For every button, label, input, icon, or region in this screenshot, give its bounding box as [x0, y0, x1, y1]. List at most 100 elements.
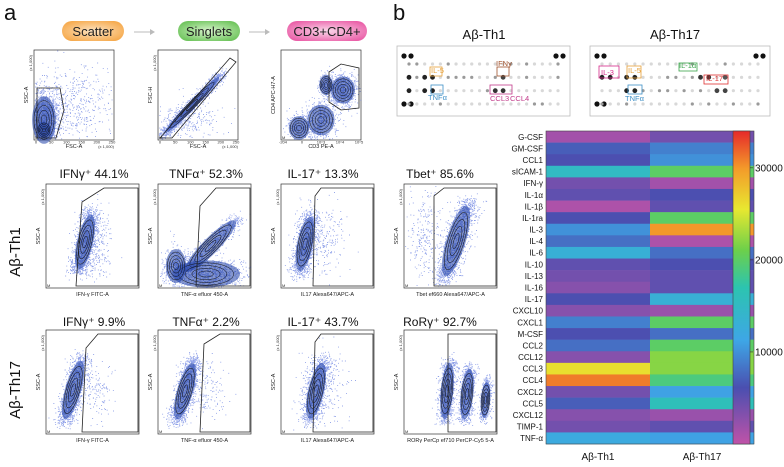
- annotation-box: [429, 66, 443, 77]
- x-tick-label: -204: [279, 140, 288, 145]
- heatmap-cell: [650, 339, 754, 352]
- annotation-box: [678, 62, 698, 72]
- x-tick-label: 50: [173, 140, 178, 145]
- x-tick-label: 0: [301, 140, 304, 145]
- gating-step-singlets: Singlets: [178, 21, 240, 41]
- array-spot: [446, 102, 450, 106]
- array-spot: [525, 102, 529, 106]
- array-spot: [756, 102, 760, 106]
- axis-marker: M: [35, 135, 38, 140]
- heatmap-row-label: CXCL10: [513, 307, 544, 316]
- array-spot: [446, 75, 450, 79]
- array-spot: [470, 102, 474, 106]
- y-tick-unit: (x 1,000): [275, 334, 280, 350]
- colorbar-tick-label: 30000: [755, 163, 783, 174]
- axis-marker: M: [282, 429, 285, 434]
- heatmap-cell: [546, 293, 650, 306]
- array-spot: [723, 102, 727, 106]
- x-axis-label: Tbet ef660 Alexa647/APC-A: [416, 292, 485, 298]
- array-spot: [406, 74, 412, 80]
- heatmap-cell: [650, 328, 754, 340]
- array-spot: [607, 74, 613, 80]
- x-axis-label: FSC-A: [190, 144, 207, 150]
- array-spot: [556, 102, 560, 106]
- flow-plot-th1-ifng: SSC-A IFN-γ FITC-A (x 1,000) M: [36, 183, 140, 298]
- heatmap-colorbar: 10000 20000 30000: [732, 130, 783, 445]
- x-tick-label: 100: [187, 140, 194, 145]
- plot-frame: [280, 329, 375, 435]
- annotation-box: [430, 84, 444, 95]
- array-spot: [722, 88, 728, 94]
- gating-arrow: [134, 29, 155, 35]
- array-spot: [492, 88, 498, 94]
- gating-step-label: CD3+CD4+: [293, 24, 360, 39]
- heatmap-cell: [650, 432, 754, 445]
- array-spot: [690, 89, 694, 93]
- gate-outline: [36, 87, 65, 139]
- array-spot: [748, 102, 752, 106]
- gate-outline: [195, 187, 251, 287]
- heatmap-row-label: sICAM-1: [512, 168, 544, 177]
- array-spot: [415, 75, 419, 79]
- array-spot: [517, 89, 521, 93]
- annotation-box: [489, 84, 513, 95]
- array-spot: [540, 75, 544, 79]
- flow-plot-th17-il17: SSC-A IL17 Alexa647/APC-A (x 1,000) M: [271, 329, 375, 444]
- array-spot: [470, 75, 474, 79]
- array-spot: [477, 102, 482, 106]
- array-spot: [477, 75, 482, 79]
- x-tick-label: 250: [109, 140, 116, 145]
- gate-outline: [312, 187, 374, 287]
- y-axis-label: SSC-A: [36, 373, 42, 390]
- heatmap-cell: [650, 420, 754, 433]
- heatmap-cell: [546, 386, 650, 398]
- array-spot: [477, 89, 482, 93]
- array-spot: [532, 89, 537, 93]
- heatmap-cell: [650, 351, 754, 364]
- array-spot: [616, 89, 621, 93]
- annotation-box: [627, 84, 643, 95]
- array-spot: [517, 102, 521, 106]
- y-tick-unit: (x 1,000): [40, 188, 45, 204]
- array-spot: [454, 62, 458, 66]
- gate-outline: [312, 333, 374, 433]
- array-spot: [406, 88, 412, 94]
- array-spot: [454, 89, 458, 93]
- heatmap-cell: [546, 362, 650, 375]
- flow-plot-th17-ifng: SSC-A IFN-γ FITC-A (x 1,000) M: [36, 329, 140, 444]
- heatmap-cell: [546, 304, 650, 317]
- array-spot: [756, 89, 760, 93]
- array-spot: [698, 102, 703, 106]
- plot-title: TNFα⁺ 2.2%: [172, 315, 240, 329]
- gating-arrow: [249, 29, 270, 35]
- array-spot: [641, 102, 645, 106]
- array-spot: [722, 74, 728, 80]
- array-spot: [739, 102, 744, 106]
- heatmap-row-label: CXCL2: [517, 388, 543, 397]
- array-spot: [674, 102, 678, 106]
- array-spot: [540, 102, 544, 106]
- heatmap-cell: [546, 165, 650, 178]
- array-title: Aβ-Th1: [463, 27, 506, 42]
- array-spot: [517, 75, 521, 79]
- heatmap-cell: [650, 131, 754, 143]
- array-spot: [532, 102, 537, 106]
- gate-outline: [159, 57, 237, 139]
- array-spot: [415, 102, 419, 106]
- annotation-box: [496, 66, 510, 77]
- axis-marker: M: [405, 283, 408, 288]
- array-spot: [532, 75, 537, 79]
- array-spot: [706, 74, 712, 80]
- heatmap-row-label: IL-10: [525, 260, 544, 269]
- array-spot: [415, 89, 419, 93]
- heatmap-cell: [546, 374, 650, 387]
- heatmap-cell: [546, 142, 650, 155]
- heatmap-row-label: CCL12: [518, 353, 543, 362]
- x-tick-label: 150: [202, 140, 209, 145]
- gate-outline: [75, 187, 139, 287]
- heatmap-cell: [650, 362, 754, 375]
- x-axis-label: IL17 Alexa647/APC-A: [301, 438, 355, 444]
- x-axis-label: IFN-γ FITC-A: [76, 438, 109, 444]
- array-spot: [548, 89, 552, 93]
- heatmap-cell: [650, 246, 754, 259]
